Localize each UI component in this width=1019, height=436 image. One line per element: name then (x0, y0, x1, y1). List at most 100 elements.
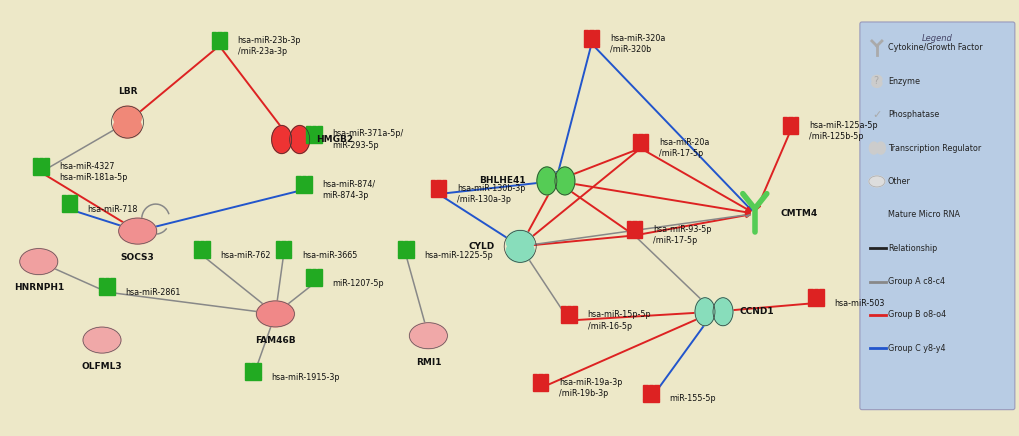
Bar (818, 289, 823, 303)
Ellipse shape (409, 323, 447, 349)
Bar (807, 303, 823, 306)
Bar (296, 176, 301, 190)
Bar (222, 32, 227, 46)
Text: SOCS3: SOCS3 (120, 253, 155, 262)
Bar (572, 307, 577, 320)
Text: hsa-miR-762: hsa-miR-762 (220, 251, 271, 259)
Bar (543, 374, 548, 388)
Bar (217, 32, 221, 46)
Ellipse shape (868, 142, 877, 154)
Bar (409, 241, 414, 255)
Bar (99, 278, 104, 292)
Bar (430, 194, 446, 197)
Bar (788, 117, 792, 131)
Bar (317, 269, 322, 283)
Text: hsa-miR-371a-5p/
miR-293-5p: hsa-miR-371a-5p/ miR-293-5p (332, 129, 404, 150)
Bar (105, 278, 109, 292)
Text: miR-1207-5p: miR-1207-5p (332, 279, 384, 288)
Text: hsa-miR-23b-3p
/miR-23a-3p: hsa-miR-23b-3p /miR-23a-3p (237, 36, 301, 56)
Ellipse shape (19, 249, 58, 275)
Bar (793, 117, 798, 131)
Bar (874, 209, 877, 219)
Text: Other: Other (887, 177, 910, 186)
Bar (39, 158, 43, 172)
Ellipse shape (505, 240, 534, 262)
Text: hsa-miR-874/
miR-874-3p: hsa-miR-874/ miR-874-3p (322, 180, 375, 200)
Bar (643, 134, 648, 148)
Ellipse shape (118, 218, 157, 244)
FancyBboxPatch shape (859, 22, 1014, 410)
Text: BHLHE41: BHLHE41 (478, 177, 525, 185)
Bar (807, 289, 812, 303)
Text: CYLD: CYLD (468, 242, 494, 251)
Text: hsa-miR-503: hsa-miR-503 (834, 299, 883, 307)
Text: hsa-miR-1225-5p: hsa-miR-1225-5p (424, 251, 492, 259)
Bar (302, 176, 306, 190)
Bar (626, 235, 642, 238)
Text: hsa-miR-1915-3p: hsa-miR-1915-3p (271, 373, 339, 382)
Bar (211, 46, 227, 49)
Bar (99, 292, 115, 295)
Bar (33, 172, 49, 175)
Text: Group C y8-y4: Group C y8-y4 (887, 344, 945, 353)
Text: miR-155-5p: miR-155-5p (668, 395, 715, 403)
Text: HNRNPH1: HNRNPH1 (13, 283, 64, 293)
Ellipse shape (871, 75, 881, 83)
Bar (281, 241, 285, 255)
Bar (813, 289, 817, 303)
Bar (256, 363, 261, 377)
Ellipse shape (83, 327, 121, 353)
Text: hsa-miR-2861: hsa-miR-2861 (125, 288, 180, 296)
Bar (632, 221, 636, 235)
Ellipse shape (256, 301, 294, 327)
Bar (306, 283, 322, 286)
Bar (72, 195, 77, 209)
Ellipse shape (113, 116, 142, 138)
Bar (312, 126, 316, 140)
Text: Relationship: Relationship (887, 244, 936, 252)
Text: FAM46B: FAM46B (255, 336, 296, 345)
Bar (567, 307, 571, 320)
Ellipse shape (871, 79, 881, 87)
Text: OLFML3: OLFML3 (82, 362, 122, 371)
Bar (306, 126, 311, 140)
Bar (870, 209, 873, 219)
Bar (626, 221, 631, 235)
Bar (642, 385, 647, 399)
Text: hsa-miR-125a-5p
/miR-125b-5p: hsa-miR-125a-5p /miR-125b-5p (808, 121, 876, 141)
Bar (782, 117, 787, 131)
Bar (532, 374, 537, 388)
Bar (632, 148, 648, 151)
Bar (61, 209, 77, 212)
Text: Group B o8-o4: Group B o8-o4 (887, 310, 945, 320)
Bar (67, 195, 71, 209)
Bar (441, 180, 446, 194)
Bar (632, 134, 637, 148)
Bar (397, 241, 403, 255)
Bar (194, 241, 199, 255)
Bar (782, 131, 798, 134)
Bar (110, 278, 115, 292)
Ellipse shape (289, 126, 310, 153)
Bar (245, 377, 261, 380)
Text: ✓: ✓ (871, 110, 880, 120)
Text: HMGB2: HMGB2 (316, 135, 353, 144)
Ellipse shape (875, 142, 884, 154)
Bar (648, 385, 652, 399)
Text: hsa-miR-15p-5p
/miR-16-5p: hsa-miR-15p-5p /miR-16-5p (587, 310, 650, 330)
Ellipse shape (868, 176, 884, 187)
Bar (560, 320, 577, 324)
Bar (538, 374, 542, 388)
Text: Enzyme: Enzyme (887, 77, 919, 86)
Text: hsa-miR-320a
/miR-320b: hsa-miR-320a /miR-320b (609, 34, 664, 54)
Bar (306, 140, 322, 143)
Bar (61, 195, 66, 209)
Text: Legend: Legend (921, 34, 952, 43)
Bar (44, 158, 49, 172)
Ellipse shape (554, 167, 575, 195)
Bar (532, 388, 548, 391)
Bar (317, 126, 322, 140)
Bar (560, 307, 566, 320)
Ellipse shape (113, 106, 142, 128)
Bar (653, 385, 658, 399)
